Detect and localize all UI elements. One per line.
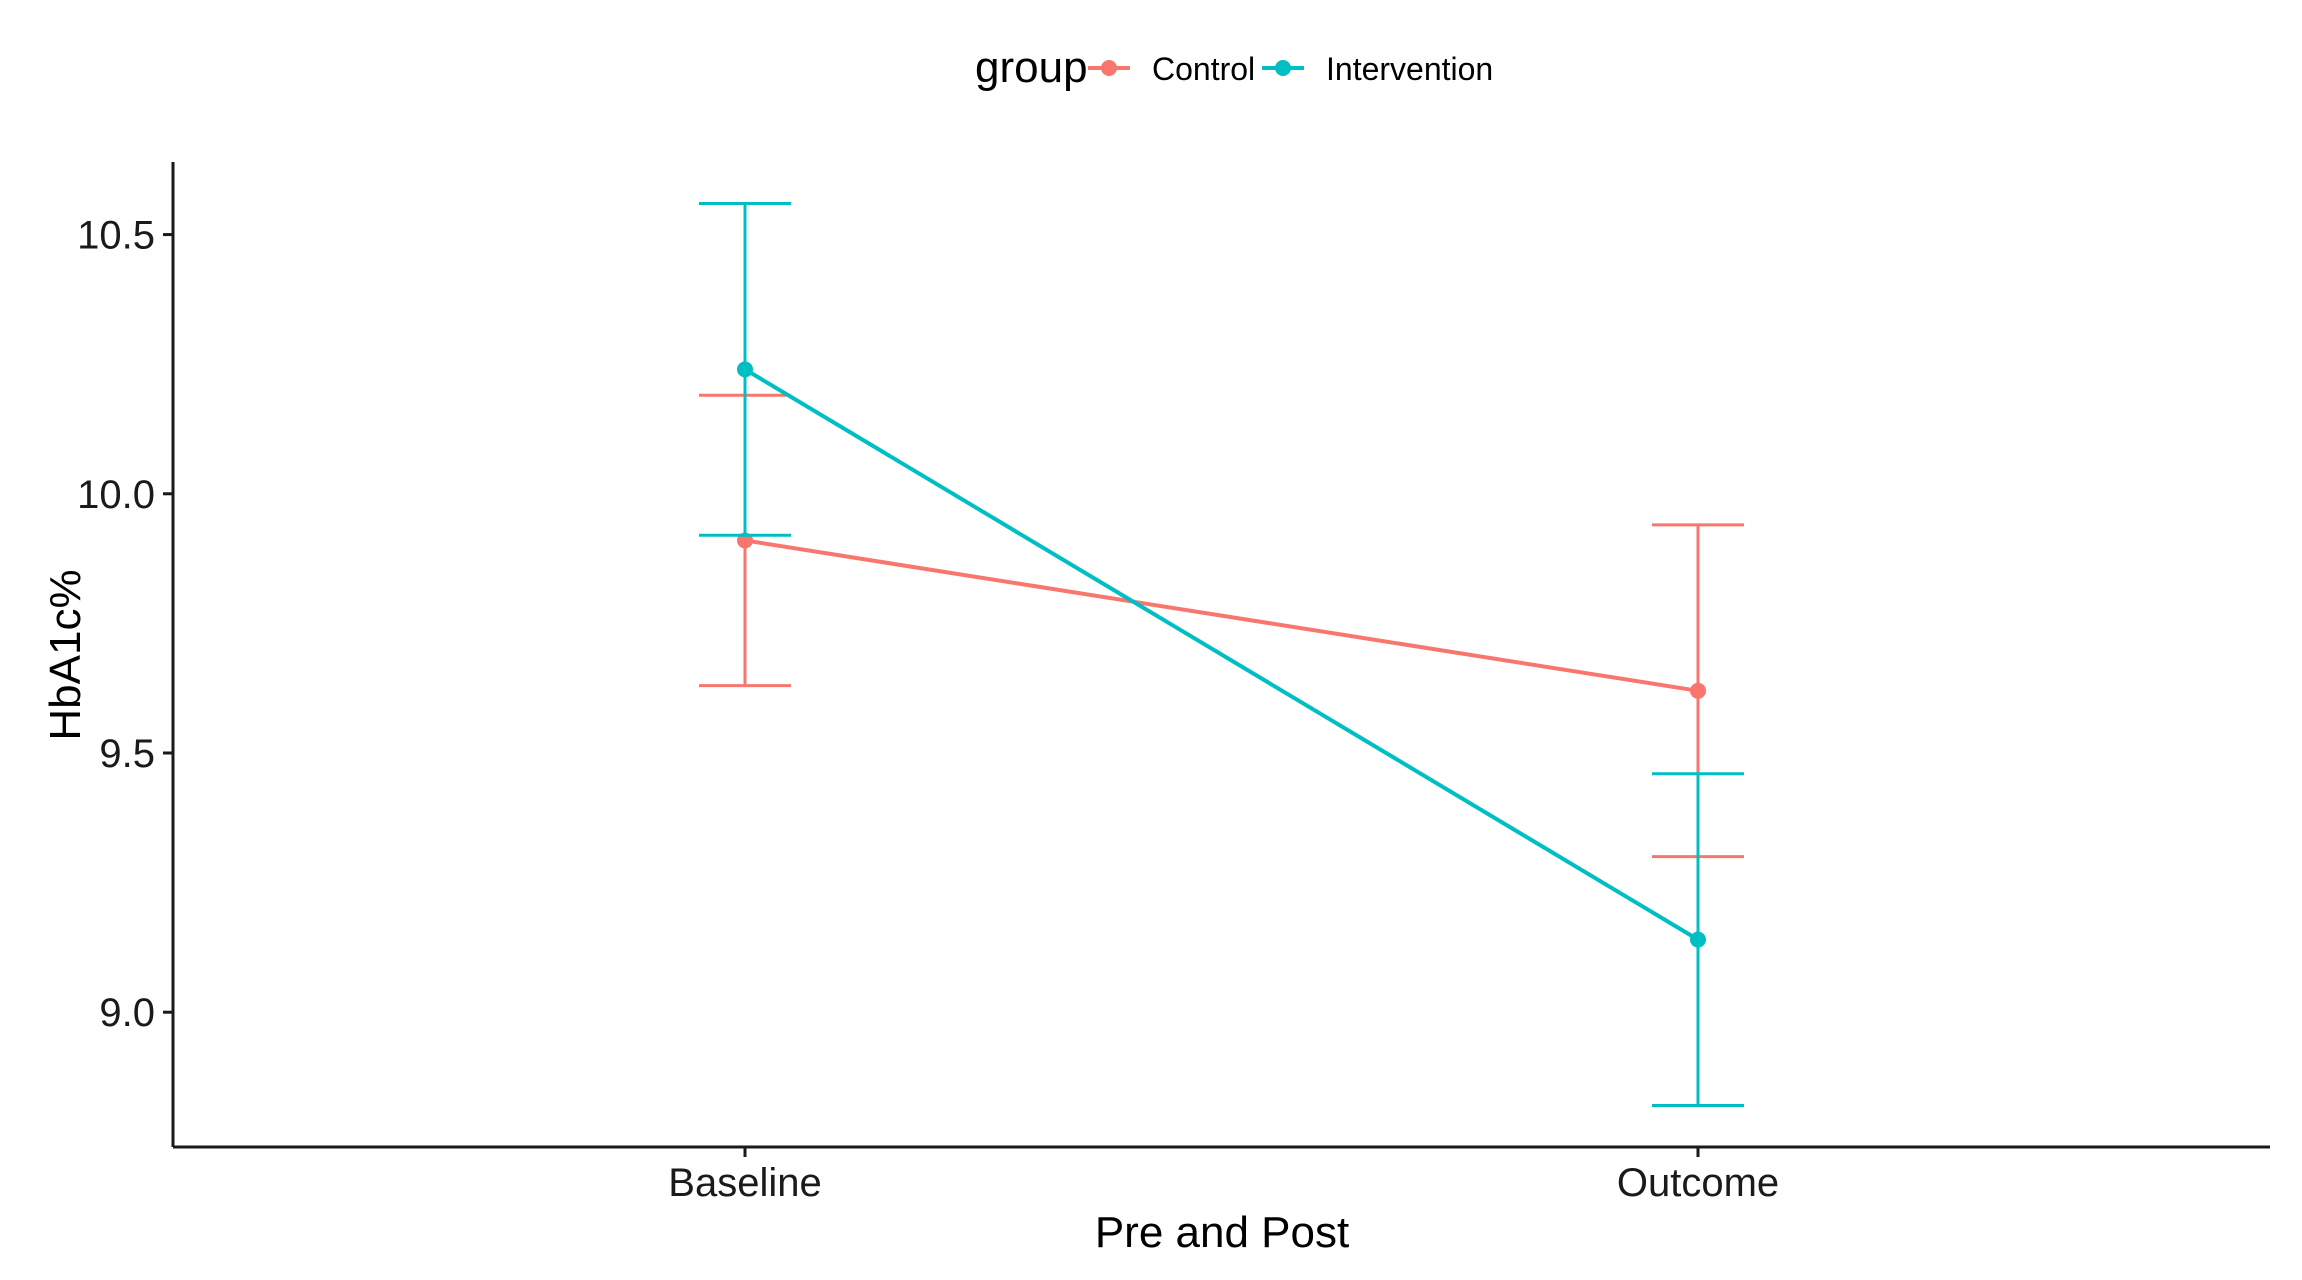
- y-axis-title: HbA1c%: [41, 569, 90, 740]
- data-point: [1690, 682, 1706, 699]
- legend-item-intervention: Intervention: [1262, 51, 1493, 87]
- series-control: [699, 393, 1744, 859]
- legend: group Control Intervention: [975, 43, 1493, 92]
- y-ticks: 9.0 9.5 10.0 10.5: [77, 214, 173, 1035]
- y-tick-label: 9.0: [99, 991, 155, 1035]
- series-layer: [699, 201, 1744, 1108]
- legend-label: Intervention: [1326, 51, 1493, 87]
- legend-key-point: [1101, 60, 1117, 76]
- data-point: [737, 361, 753, 378]
- legend-title: group: [975, 43, 1088, 92]
- legend-label: Control: [1152, 51, 1255, 87]
- data-point: [1690, 931, 1706, 948]
- x-tick-label: Baseline: [668, 1161, 821, 1205]
- legend-key-point: [1275, 60, 1291, 76]
- y-tick-label: 10.0: [77, 473, 155, 517]
- y-tick-label: 9.5: [99, 732, 155, 776]
- x-axis-title: Pre and Post: [1095, 1208, 1349, 1257]
- series-line: [744, 538, 1699, 693]
- series-intervention: [699, 201, 1744, 1108]
- x-ticks: Baseline Outcome: [668, 1147, 1779, 1205]
- x-tick-label: Outcome: [1617, 1161, 1779, 1205]
- series-line: [743, 367, 1700, 942]
- y-tick-label: 10.5: [77, 214, 155, 258]
- legend-item-control: Control: [1088, 51, 1255, 87]
